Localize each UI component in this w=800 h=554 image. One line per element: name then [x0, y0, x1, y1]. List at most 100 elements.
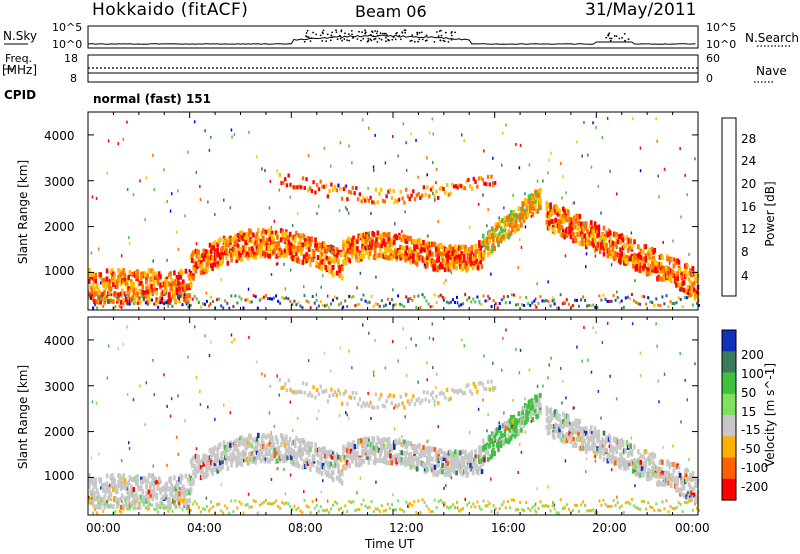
velocity-cell [105, 473, 109, 479]
velocity-cell [116, 484, 119, 490]
power-cell [438, 264, 442, 270]
velocity-cell [265, 442, 269, 448]
velocity-cell [547, 505, 550, 509]
power-cell [231, 252, 235, 258]
power-cell [236, 301, 239, 305]
power-cell [567, 209, 570, 215]
power-cell [405, 245, 409, 251]
power-cell [346, 305, 349, 308]
power-cell [258, 245, 261, 251]
power-cell [373, 249, 377, 254]
power-cell [118, 268, 122, 274]
power-cell [401, 229, 403, 233]
power-cell [92, 306, 95, 310]
power-cell [572, 201, 574, 205]
power-cell [177, 189, 179, 193]
velocity-cell [376, 435, 380, 441]
power-cell [403, 245, 406, 251]
power-cell [238, 255, 241, 261]
velocity-cell [550, 414, 554, 420]
velocity-cell [378, 509, 381, 513]
power-cell [291, 236, 294, 241]
power-cell [662, 240, 664, 244]
velocity-cell [431, 322, 434, 326]
power-cell [609, 236, 612, 242]
power-cell [281, 296, 284, 299]
power-cell [614, 241, 617, 247]
velocity-cell [592, 448, 596, 454]
velocity-cell [351, 458, 354, 464]
velocity-cell [675, 477, 678, 482]
velocity-cell [380, 448, 383, 454]
velocity-cell [493, 451, 496, 456]
power-cell [147, 294, 151, 300]
velocity-cell [165, 493, 169, 499]
power-cell [273, 248, 277, 253]
power-cell [432, 132, 434, 136]
velocity-cell [467, 382, 470, 387]
velocity-cell [255, 445, 259, 451]
velocity-cell [96, 492, 100, 498]
power-cell [109, 269, 113, 275]
velocity-cell [128, 507, 131, 511]
velocity-cell [366, 451, 369, 457]
velocity-cell [415, 466, 419, 472]
power-cell [268, 243, 272, 249]
power-cell [435, 167, 438, 171]
power-cell [689, 279, 692, 285]
power-cell [257, 227, 260, 233]
velocity-cell [415, 511, 418, 515]
power-cell [170, 278, 174, 284]
power-cell [513, 228, 517, 234]
velocity-cell [244, 440, 247, 446]
velocity-cell [608, 444, 610, 448]
power-cell [562, 175, 564, 179]
velocity-cell [123, 481, 127, 487]
velocity-cell [242, 459, 245, 463]
velocity-cell [611, 450, 615, 456]
velocity-cell [340, 480, 344, 486]
power-cell [562, 213, 565, 219]
power-cell [502, 233, 505, 239]
power-cell [146, 273, 150, 279]
power-cell [339, 141, 342, 145]
power-cell [519, 238, 521, 241]
velocity-cell [173, 495, 176, 501]
velocity-cell [433, 471, 437, 477]
power-cell [431, 185, 434, 190]
power-cell [398, 234, 401, 240]
power-cell [668, 261, 671, 265]
power-cell [539, 205, 542, 211]
velocity-cell [147, 489, 151, 495]
power-cell [123, 276, 127, 282]
velocity-cell [316, 452, 320, 457]
power-cell [384, 252, 387, 258]
power-cell [536, 282, 538, 286]
power-cell [147, 268, 151, 274]
power-cell [409, 247, 413, 252]
velocity-cell [299, 443, 302, 449]
velocity-cell [409, 464, 413, 470]
velocity-cell [138, 504, 142, 510]
velocity-cell [407, 505, 409, 508]
velocity-cell [675, 487, 678, 493]
velocity-cell [612, 499, 615, 503]
power-cell [106, 295, 108, 298]
power-cell [171, 281, 175, 287]
power-cell [374, 302, 377, 306]
velocity-cell [672, 476, 676, 482]
velocity-cell [651, 451, 654, 457]
power-cell [177, 247, 180, 251]
velocity-cell [462, 459, 466, 465]
velocity-cell [410, 444, 414, 450]
velocity-cell [208, 464, 212, 470]
velocity-cell [211, 470, 214, 476]
power-cell [436, 265, 439, 271]
power-cell [276, 234, 279, 240]
velocity-cell [614, 460, 617, 466]
velocity-cell [319, 447, 322, 453]
power-cell [649, 252, 653, 258]
power-cell [410, 239, 414, 245]
power-cell [511, 227, 514, 233]
velocity-cell [417, 499, 420, 503]
